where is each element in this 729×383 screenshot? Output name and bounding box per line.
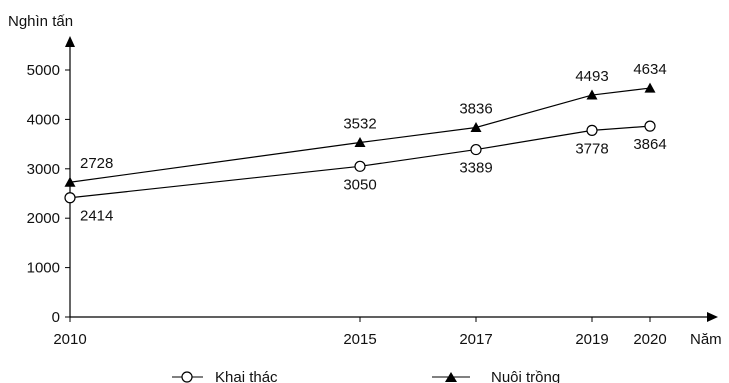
- x-axis-title: Năm: [690, 331, 722, 348]
- khai-thac-point: [586, 124, 598, 136]
- khai-thac-point: [644, 120, 656, 132]
- nuoi-trong-value-label: 3836: [459, 101, 492, 118]
- khai-thac-value-label: 3050: [343, 176, 376, 193]
- legend: Khai thác Nuôi trồng: [172, 369, 560, 383]
- y-axis-arrow: [65, 36, 75, 47]
- cropped-top-strip: [0, 0, 729, 20]
- nuoi-trong-point: [644, 82, 656, 93]
- khai-thac-point: [354, 160, 366, 172]
- nuoi-trong-value-label: 4634: [633, 61, 666, 78]
- y-axis-title: Nghìn tấn: [8, 13, 73, 30]
- x-tick-label: 2015: [343, 331, 376, 348]
- x-tick-label: 2019: [575, 331, 608, 348]
- nuoi-trong-point: [64, 176, 76, 187]
- legend-khai-thac-marker: [181, 371, 193, 383]
- x-tick-label: 2010: [53, 331, 86, 348]
- legend-khai-thac-label: Khai thác: [215, 369, 278, 383]
- khai-thac-point: [470, 143, 482, 156]
- axes: [65, 36, 718, 322]
- khai-thac-value-label: 3778: [575, 140, 608, 157]
- y-tick-label: 0: [52, 309, 60, 326]
- khai-thac-value-label: 2414: [80, 208, 113, 225]
- nuoi-trong-point: [354, 137, 366, 148]
- y-tick-label: 5000: [27, 62, 60, 79]
- y-tick-label: 4000: [27, 111, 60, 128]
- x-tick-label: 2017: [459, 331, 492, 348]
- legend-nuoi-trong-marker: [445, 372, 457, 382]
- x-ticks: 2010 2015 2017 2019 2020: [53, 317, 667, 348]
- nuoi-trong-value-label: 3532: [343, 116, 376, 133]
- y-ticks: 0 1000 2000 3000 4000 5000: [27, 62, 70, 326]
- x-tick-label: 2020: [633, 331, 666, 348]
- data-labels: 2414 3050 3389 3778 3864 2728 3532 3836 4493 4634: [80, 61, 667, 225]
- legend-nuoi-trong-label: Nuôi trồng: [491, 369, 560, 383]
- nuoi-trong-point: [586, 89, 598, 100]
- nuoi-trong-point: [470, 122, 482, 133]
- y-tick-label: 3000: [27, 161, 60, 178]
- x-axis-arrow: [707, 312, 718, 322]
- markers: [64, 82, 656, 204]
- khai-thac-value-label: 3389: [459, 160, 492, 177]
- y-tick-label: 2000: [27, 210, 60, 227]
- nuoi-trong-value-label: 4493: [575, 68, 608, 85]
- nuoi-trong-value-label: 2728: [80, 155, 113, 172]
- khai-thac-point: [64, 192, 76, 204]
- khai-thac-value-label: 3864: [633, 136, 666, 153]
- y-tick-label: 1000: [27, 260, 60, 277]
